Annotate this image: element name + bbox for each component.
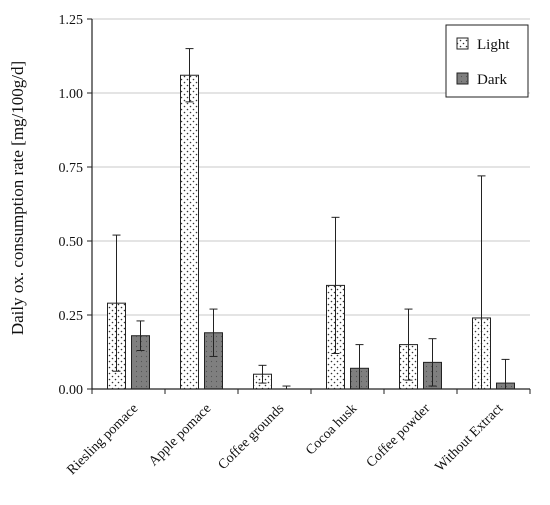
y-tick-label: 1.00: [59, 87, 84, 102]
y-tick-label: 1.25: [59, 13, 84, 28]
bar-light: [180, 74, 199, 390]
x-tick-label: Riesling pomace: [64, 401, 141, 478]
y-tick-label: 0.25: [59, 309, 84, 324]
legend-label-dark: Dark: [477, 72, 507, 88]
x-tick-label: Cocoa husk: [303, 401, 360, 458]
y-tick-label: 0.75: [59, 161, 84, 176]
bars-layer: [107, 74, 515, 390]
legend-swatch-dark: [456, 72, 469, 85]
x-tick-label: Apple pomace: [146, 401, 214, 469]
legend: Light Dark: [445, 24, 529, 98]
axes: [87, 18, 531, 394]
legend-swatch-light: [456, 37, 469, 50]
y-axis-title: Daily ox. consumption rate [mg/100g/d]: [8, 61, 27, 335]
x-tick-label: Coffee powder: [364, 401, 434, 471]
y-tick-label: 0.00: [59, 383, 84, 398]
y-tick-labels: 0.00 0.25 0.50 0.75 1.00 1.25: [59, 13, 84, 398]
x-tick-label: Coffee grounds: [216, 401, 288, 473]
y-tick-label: 0.50: [59, 235, 84, 250]
legend-box: [445, 24, 529, 98]
legend-label-light: Light: [477, 37, 510, 53]
error-bars-layer: [112, 48, 510, 390]
x-tick-label: Without Extract: [433, 401, 507, 475]
x-tick-labels: Riesling pomace Apple pomace Coffee ground…: [64, 401, 506, 478]
